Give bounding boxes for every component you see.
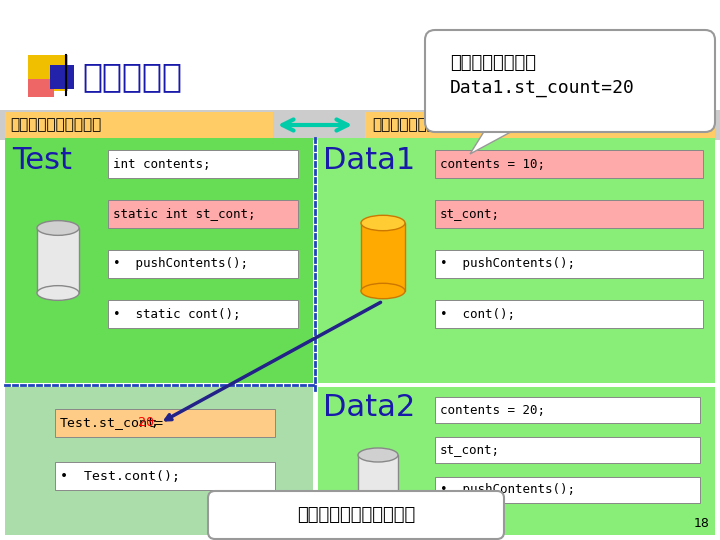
Text: •  Test.cont();: • Test.cont(); bbox=[60, 469, 180, 483]
Bar bbox=[5, 112, 273, 138]
Polygon shape bbox=[470, 122, 520, 154]
FancyBboxPatch shape bbox=[425, 30, 715, 132]
Text: •  pushContents();: • pushContents(); bbox=[440, 258, 575, 271]
Bar bbox=[318, 138, 715, 383]
Text: Data1: Data1 bbox=[323, 146, 415, 175]
Ellipse shape bbox=[37, 221, 79, 235]
Ellipse shape bbox=[37, 286, 79, 300]
Text: Data2: Data2 bbox=[323, 393, 415, 422]
Text: 20: 20 bbox=[138, 416, 154, 429]
Text: 実物（オブジェクト）の世界: 実物（オブジェクト）の世界 bbox=[372, 118, 490, 132]
Text: •  pushContents();: • pushContents(); bbox=[113, 258, 248, 271]
FancyBboxPatch shape bbox=[208, 491, 504, 539]
Bar bbox=[435, 250, 703, 278]
Ellipse shape bbox=[361, 284, 405, 299]
Bar bbox=[435, 150, 703, 178]
Text: Test: Test bbox=[12, 146, 72, 175]
Ellipse shape bbox=[358, 503, 398, 517]
Bar bbox=[365, 112, 715, 138]
Bar bbox=[37, 228, 79, 293]
Bar bbox=[50, 65, 74, 89]
Text: contents = 10;: contents = 10; bbox=[440, 158, 545, 171]
Text: Test.st_cont=: Test.st_cont= bbox=[60, 416, 164, 429]
Text: ここに代入と同じ結果に: ここに代入と同じ結果に bbox=[297, 506, 415, 524]
Text: 概念とか設計図の世界: 概念とか設計図の世界 bbox=[10, 118, 102, 132]
Bar bbox=[361, 223, 405, 291]
Bar bbox=[435, 200, 703, 228]
Bar bbox=[108, 150, 298, 178]
Bar bbox=[5, 138, 313, 383]
Text: st_cont;: st_cont; bbox=[440, 207, 500, 220]
Text: ここに値を代入！: ここに値を代入！ bbox=[450, 54, 536, 72]
Bar bbox=[55, 409, 275, 437]
Text: •  static cont();: • static cont(); bbox=[113, 307, 240, 321]
Bar bbox=[318, 387, 715, 535]
Text: Data1.st_count=20: Data1.st_count=20 bbox=[450, 79, 635, 97]
Text: 18: 18 bbox=[694, 517, 710, 530]
Text: ;: ; bbox=[150, 416, 158, 429]
Ellipse shape bbox=[361, 215, 405, 231]
Bar bbox=[0, 110, 720, 140]
Text: 直感的な図: 直感的な図 bbox=[82, 60, 182, 93]
Text: •  cont();: • cont(); bbox=[440, 307, 515, 321]
Bar bbox=[108, 300, 298, 328]
Text: •  pushContents();: • pushContents(); bbox=[440, 483, 575, 496]
Bar bbox=[55, 462, 275, 490]
Bar bbox=[28, 79, 54, 97]
Text: static int st_cont;: static int st_cont; bbox=[113, 207, 256, 220]
Bar bbox=[435, 477, 700, 503]
Bar bbox=[108, 200, 298, 228]
Bar bbox=[435, 437, 700, 463]
Bar bbox=[358, 455, 398, 510]
Text: contents = 20;: contents = 20; bbox=[440, 403, 545, 416]
Bar bbox=[108, 250, 298, 278]
Ellipse shape bbox=[358, 448, 398, 462]
Bar bbox=[435, 397, 700, 423]
Bar bbox=[435, 300, 703, 328]
Text: int contents;: int contents; bbox=[113, 158, 210, 171]
Text: st_cont;: st_cont; bbox=[440, 443, 500, 456]
Bar bbox=[5, 387, 313, 535]
Bar bbox=[28, 55, 68, 91]
